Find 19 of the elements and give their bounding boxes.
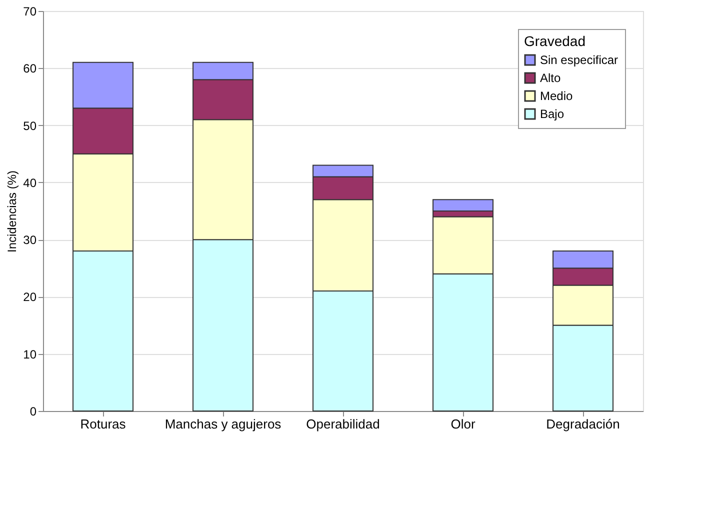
legend-title: Gravedad: [524, 33, 586, 49]
legend-label: Bajo: [540, 107, 564, 121]
x-tick-label: Operabilidad: [306, 416, 380, 432]
x-tick-label: Manchas y agujeros: [164, 416, 282, 432]
x-tick-label: Roturas: [80, 416, 126, 432]
legend-label: Alto: [540, 71, 562, 85]
y-tick-label: 20: [23, 290, 37, 304]
legend-label: Medio: [540, 89, 574, 103]
legend-label: Sin especificar: [540, 53, 618, 67]
y-tick-label: 10: [23, 347, 37, 362]
y-tick-label: 60: [23, 62, 37, 76]
y-tick-label: 0: [30, 404, 37, 418]
y-tick-label: 30: [23, 233, 37, 248]
y-axis-title: Incidencias (%): [5, 170, 20, 253]
y-tick-label: 70: [23, 4, 37, 18]
y-tick-label: 40: [23, 176, 37, 190]
x-tick-label: Degradación: [546, 416, 620, 432]
y-tick-label: 50: [23, 118, 37, 133]
x-tick-label: Olor: [450, 416, 476, 432]
